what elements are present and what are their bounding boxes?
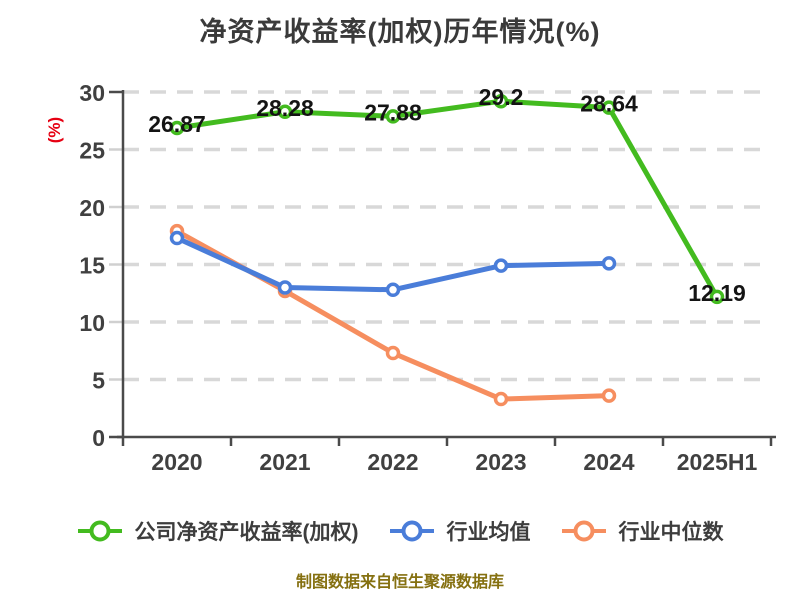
chart-title: 净资产收益率(加权)历年情况(%)	[199, 17, 601, 47]
legend-label-industry-median: 行业中位数	[618, 521, 724, 544]
x-tick-label: 2024	[583, 449, 634, 475]
data-point-marker	[277, 104, 293, 120]
data-point-label: 29.2	[479, 84, 524, 110]
x-tick-label: 2021	[259, 449, 310, 475]
legend-item-company-roe: 公司净资产收益率(加权)	[77, 516, 359, 546]
y-tick-label: 0	[92, 425, 105, 451]
data-point-label: 27.88	[364, 99, 422, 125]
y-tick-label: 5	[92, 368, 105, 394]
y-tick-label: 30	[79, 80, 105, 106]
data-point-marker	[385, 109, 401, 124]
legend: 公司净资产收益率(加权) 行业均值 行业中位数	[0, 516, 800, 546]
company-roe-legend-marker-icon	[77, 520, 122, 542]
x-tick-label: 2023	[475, 449, 526, 475]
x-tick-label: 2025H1	[677, 449, 758, 475]
x-tick-label: 2022	[367, 449, 418, 475]
source-note: 制图数据来自恒生聚源数据库	[295, 574, 504, 591]
legend-item-industry-median: 行业中位数	[561, 516, 724, 546]
y-tick-label: 25	[79, 138, 105, 164]
y-tick-label: 20	[79, 195, 105, 221]
data-point-label: 28.64	[580, 91, 638, 117]
data-point-marker	[709, 289, 725, 305]
data-point-marker	[169, 120, 185, 136]
industry-median-legend-marker-icon	[561, 520, 606, 542]
y-tick-label: 10	[79, 310, 105, 336]
y-axis-unit-label: (%)	[45, 117, 64, 143]
data-point-marker	[601, 256, 617, 271]
data-point-marker	[601, 388, 617, 403]
data-point-label: 26.87	[148, 111, 206, 137]
legend-item-industry-mean: 行业均值	[389, 516, 531, 546]
series-line	[174, 98, 720, 300]
industry-mean-legend-marker-icon	[389, 520, 434, 542]
data-point-label: 12.19	[688, 280, 746, 306]
data-point-marker	[601, 100, 617, 115]
legend-label-company-roe: 公司净资产收益率(加权)	[134, 521, 359, 544]
series-line	[174, 228, 612, 402]
data-point-marker	[169, 230, 185, 246]
data-point-marker	[493, 258, 509, 273]
data-point-marker	[277, 280, 293, 295]
y-tick-label: 15	[79, 253, 105, 279]
data-point-marker	[385, 345, 401, 361]
legend-label-industry-mean: 行业均值	[446, 521, 531, 544]
x-tick-label: 2020	[151, 449, 202, 475]
data-point-marker	[493, 391, 509, 407]
data-point-marker	[385, 282, 401, 298]
data-point-label: 28.28	[256, 95, 314, 121]
data-point-marker	[493, 93, 509, 109]
